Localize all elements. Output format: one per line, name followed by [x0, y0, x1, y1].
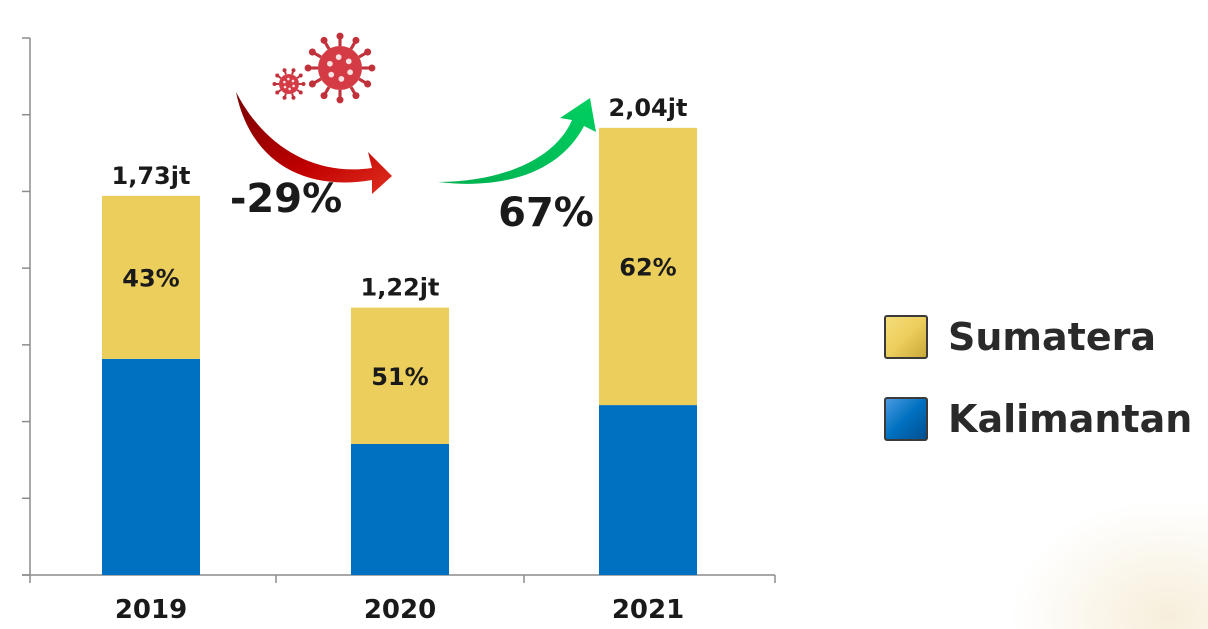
- total-label-2021: 2,04jt: [609, 94, 688, 122]
- legend-item-sumatera: Sumatera: [884, 306, 1192, 368]
- x-tick-label-2020: 2020: [364, 595, 436, 625]
- bar-kalimantan-2020: [351, 443, 449, 575]
- bar-sumatera-2020: [351, 307, 449, 444]
- legend-label-sumatera: Sumatera: [948, 315, 1156, 359]
- total-label-2020: 1,22jt: [361, 274, 440, 302]
- decline-arrow: [236, 92, 392, 194]
- bar-kalimantan-2021: [599, 405, 697, 575]
- bar-kalimantan-2019: [102, 358, 200, 575]
- background-decoration: [1008, 499, 1208, 629]
- legend-swatch-sumatera: [884, 315, 928, 359]
- bar-sumatera-2019: [102, 195, 200, 359]
- legend-label-kalimantan: Kalimantan: [948, 397, 1193, 441]
- total-label-2019: 1,73jt: [112, 162, 191, 190]
- legend-item-kalimantan: Kalimantan: [884, 388, 1192, 450]
- segment-label-2021: 62%: [619, 253, 676, 281]
- legend: Sumatera Kalimantan: [884, 306, 1192, 470]
- x-tick-label-2021: 2021: [612, 595, 684, 625]
- segment-label-2019: 43%: [122, 264, 179, 292]
- segment-label-2020: 51%: [371, 363, 428, 391]
- x-tick-label-2019: 2019: [115, 595, 187, 625]
- bar-sumatera-2021: [599, 127, 697, 406]
- change-label-2020-2021: 67%: [498, 190, 594, 236]
- change-label-2019-2020: -29%: [230, 176, 342, 222]
- virus-icon: [272, 32, 376, 104]
- growth-arrow: [438, 98, 596, 184]
- legend-swatch-kalimantan: [884, 397, 928, 441]
